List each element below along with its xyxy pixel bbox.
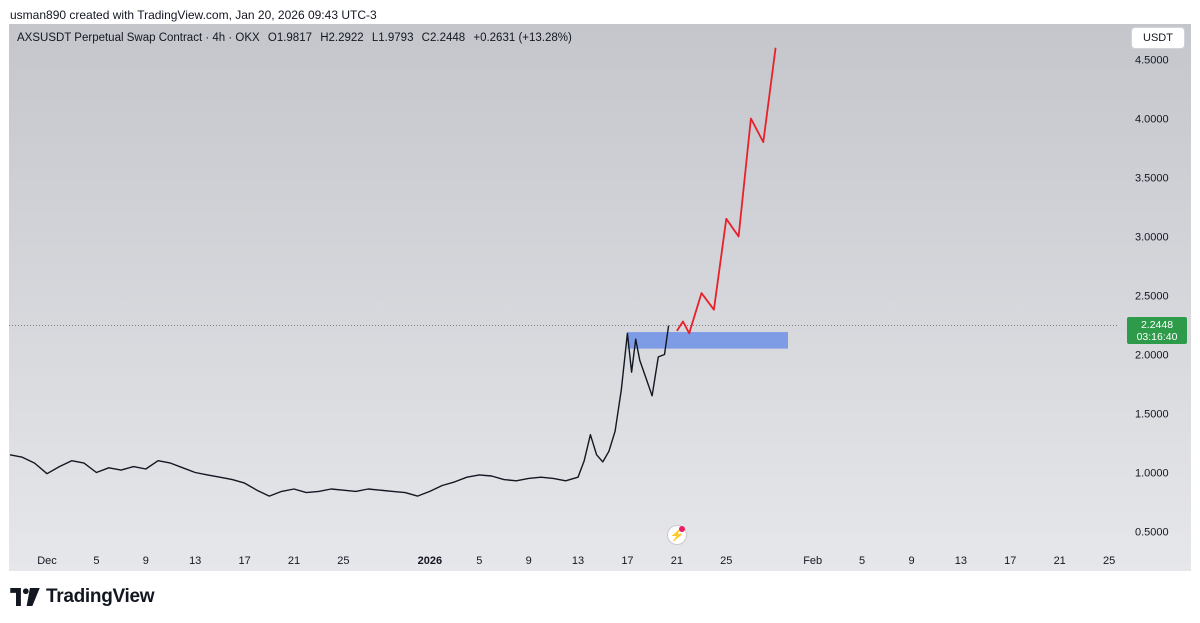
x-tick-label: 17 [238,555,250,567]
ohlc-open: O1.9817 [267,32,312,44]
x-tick-label: Feb [803,555,822,567]
x-tick-label: 13 [572,555,584,567]
x-tick-label: 25 [1103,555,1115,567]
y-tick-label: 1.0000 [1135,468,1169,480]
ohlc-high: H2.2922 [320,32,364,44]
ohlc-change: +0.2631 (+13.28%) [473,32,572,44]
last-price-value: 2.2448 [1140,319,1174,331]
alert-dot [679,526,685,532]
ohlc-close: C2.2448 [421,32,466,44]
y-tick-label: 2.0000 [1135,350,1169,362]
x-tick-label: 13 [189,555,201,567]
bar-countdown: 03:16:40 [1136,331,1178,343]
y-tick-label: 0.5000 [1135,527,1169,539]
y-tick-label: 2.5000 [1135,291,1169,303]
tradingview-brand: TradingView [46,586,155,607]
author-credit: usman890 created with TradingView.com, J… [10,8,377,22]
symbol-legend: AXSUSDT Perpetual Swap Contract · 4h · O… [17,32,577,44]
symbol-name: AXSUSDT Perpetual Swap Contract · 4h · O… [17,32,260,44]
y-tick-label: 3.0000 [1135,232,1169,244]
x-tick-label: 5 [93,555,99,567]
price-chart[interactable]: 4.5000 4.0000 3.5000 3.0000 2.5000 2.0000 1.50… [9,24,1191,571]
x-tick-label: 25 [337,555,349,567]
x-tick-label: 21 [671,555,683,567]
projection-line[interactable] [676,47,777,335]
tradingview-logo-icon [10,588,40,606]
ohlc-low: L1.9793 [371,32,414,44]
currency-button[interactable]: USDT [1131,27,1185,49]
y-tick-label: 4.5000 [1135,55,1169,67]
tradingview-logo[interactable]: TradingView [10,586,155,608]
x-tick-label: 9 [908,555,914,567]
x-tick-label: 25 [720,555,732,567]
x-tick-label: 5 [859,555,865,567]
x-tick-label: 17 [1004,555,1016,567]
x-tick-label: 9 [526,555,532,567]
x-tick-label: Dec [37,555,57,567]
chart-panel[interactable]: 4.5000 4.0000 3.5000 3.0000 2.5000 2.0000 1.50… [9,24,1191,571]
support-zone[interactable] [627,332,788,349]
y-tick-label: 3.5000 [1135,173,1169,185]
x-tick-label: 13 [955,555,967,567]
last-price-tag: 2.2448 03:16:40 [1127,317,1187,344]
lightning-alert-icon[interactable]: ⚡ [667,525,687,545]
y-tick-label: 1.5000 [1135,409,1169,421]
x-tick-label: 17 [621,555,633,567]
x-tick-label: 9 [143,555,149,567]
x-tick-label: 5 [476,555,482,567]
y-tick-label: 4.0000 [1135,114,1169,126]
x-tick-label: 2026 [418,555,442,567]
chart-background [9,24,1191,571]
x-tick-label: 21 [1054,555,1066,567]
price-series-line[interactable] [9,325,670,497]
x-tick-label: 21 [288,555,300,567]
